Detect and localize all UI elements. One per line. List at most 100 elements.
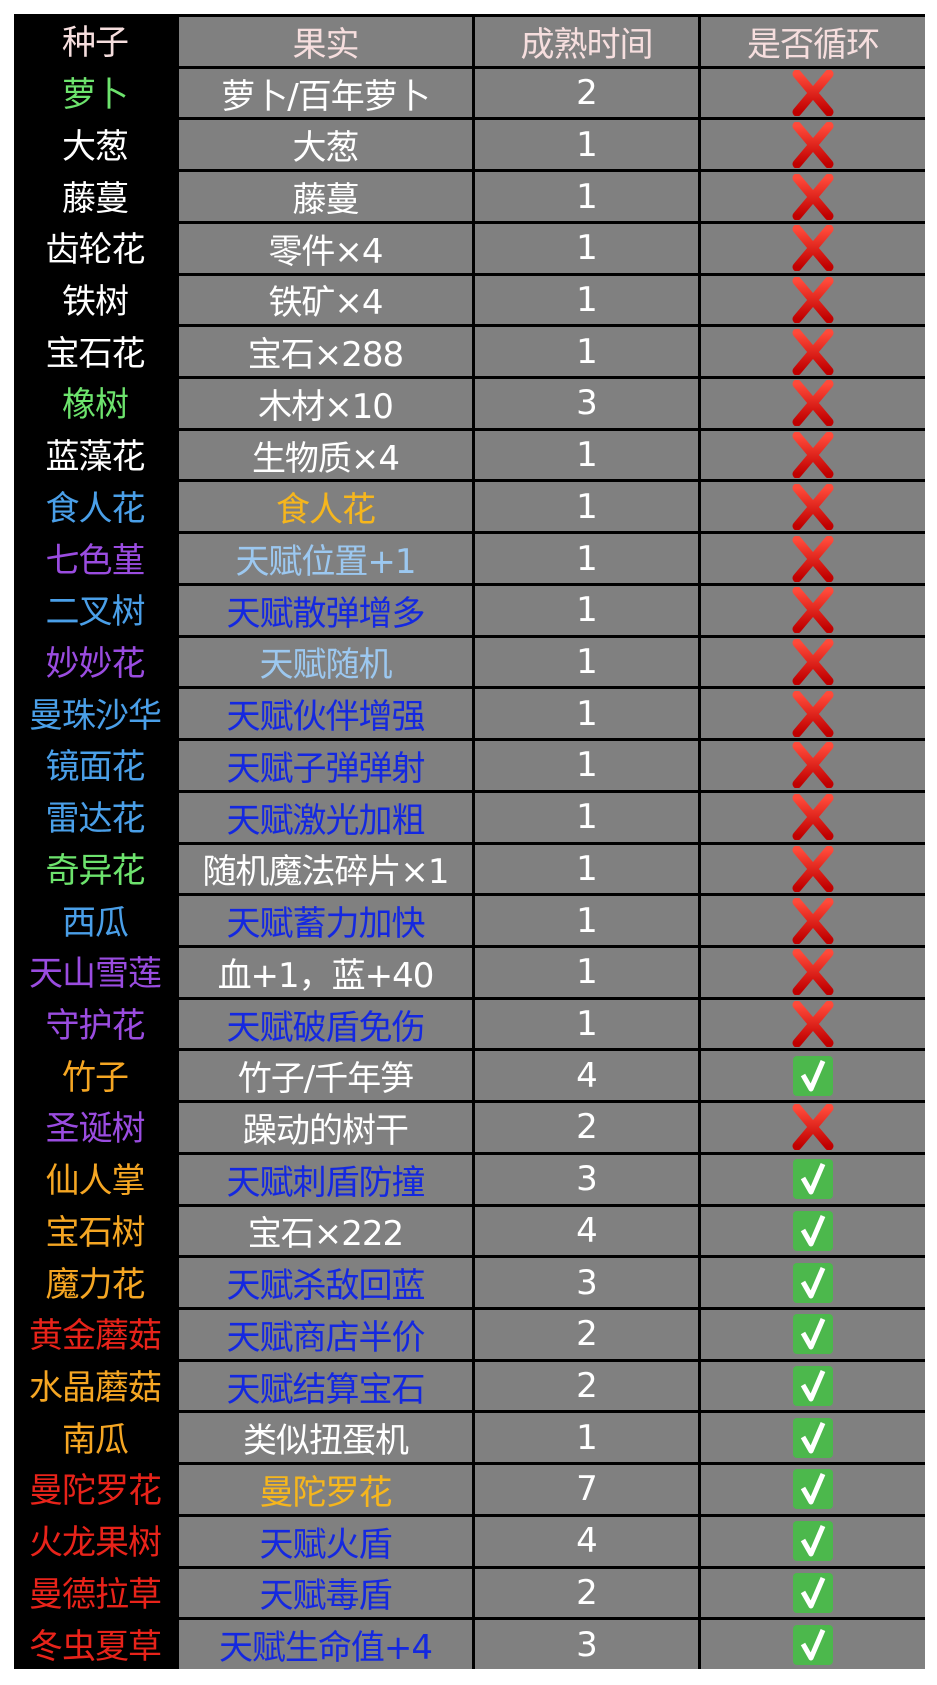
loop-status xyxy=(698,427,925,480)
fruit-name: 零件×4 xyxy=(176,220,472,273)
fruit-name: 天赋结算宝石 xyxy=(176,1358,472,1411)
maturity-time: 1 xyxy=(472,324,698,377)
maturity-time: 1 xyxy=(472,893,698,945)
seed-name: 火龙果树 xyxy=(14,1513,176,1566)
cross-mark-icon xyxy=(791,70,835,117)
fruit-name: 躁动的树干 xyxy=(176,1100,472,1152)
maturity-time: 1 xyxy=(472,1410,698,1463)
maturity-time: 2 xyxy=(472,1565,698,1618)
check-mark-icon xyxy=(792,1572,834,1614)
loop-status xyxy=(698,1617,925,1669)
fruit-name: 类似扭蛋机 xyxy=(176,1410,472,1463)
cross-mark-icon xyxy=(791,949,835,996)
cross-mark-icon xyxy=(791,432,835,479)
maturity-time: 2 xyxy=(472,1306,698,1359)
loop-status xyxy=(698,738,925,790)
seed-name: 铁树 xyxy=(14,272,176,325)
check-mark-icon xyxy=(792,1417,834,1459)
fruit-name: 天赋蓄力加快 xyxy=(176,893,472,945)
cross-mark-icon xyxy=(791,121,835,168)
cross-mark-icon xyxy=(791,845,835,892)
maturity-time: 4 xyxy=(472,1203,698,1256)
loop-status xyxy=(698,531,925,583)
loop-status xyxy=(698,1100,925,1152)
loop-status xyxy=(698,1410,925,1463)
loop-status xyxy=(698,1462,925,1514)
check-mark-icon xyxy=(792,1365,834,1407)
cross-mark-icon xyxy=(791,1001,835,1048)
loop-status xyxy=(698,841,925,894)
loop-status xyxy=(698,324,925,377)
maturity-time: 1 xyxy=(472,738,698,790)
loop-status xyxy=(698,1306,925,1359)
seed-name: 橡树 xyxy=(14,376,176,428)
fruit-name: 天赋商店半价 xyxy=(176,1306,472,1359)
seed-name: 食人花 xyxy=(14,479,176,532)
seed-name: 宝石花 xyxy=(14,324,176,377)
cross-mark-icon xyxy=(791,535,835,582)
seed-name: 守护花 xyxy=(14,996,176,1049)
maturity-time: 1 xyxy=(472,789,698,842)
check-mark-icon xyxy=(792,1468,834,1510)
cross-mark-icon xyxy=(791,380,835,427)
maturity-time: 2 xyxy=(472,1100,698,1152)
fruit-name: 食人花 xyxy=(176,479,472,532)
fruit-name: 竹子/千年笋 xyxy=(176,1048,472,1101)
maturity-time: 1 xyxy=(472,531,698,583)
maturity-time: 1 xyxy=(472,944,698,997)
maturity-time: 1 xyxy=(472,582,698,635)
check-mark-icon xyxy=(792,1158,834,1200)
loop-status xyxy=(698,893,925,945)
fruit-name: 天赋破盾免伤 xyxy=(176,996,472,1049)
seed-name: 二叉树 xyxy=(14,582,176,635)
seed-name: 黄金蘑菇 xyxy=(14,1306,176,1359)
fruit-name: 天赋火盾 xyxy=(176,1513,472,1566)
loop-status xyxy=(698,479,925,532)
maturity-time: 7 xyxy=(472,1462,698,1514)
seed-name: 藤蔓 xyxy=(14,169,176,221)
maturity-time: 4 xyxy=(472,1048,698,1101)
header-time: 成熟时间 xyxy=(472,14,698,66)
seed-name: 曼珠沙华 xyxy=(14,686,176,739)
loop-status xyxy=(698,220,925,273)
loop-status xyxy=(698,944,925,997)
seed-name: 齿轮花 xyxy=(14,220,176,273)
maturity-time: 1 xyxy=(472,117,698,170)
fruit-name: 天赋位置+1 xyxy=(176,531,472,583)
loop-status xyxy=(698,996,925,1049)
header-seed: 种子 xyxy=(14,14,176,66)
seed-name: 天山雪莲 xyxy=(14,944,176,997)
seed-name: 竹子 xyxy=(14,1048,176,1101)
fruit-name: 铁矿×4 xyxy=(176,272,472,325)
fruit-name: 木材×10 xyxy=(176,376,472,428)
loop-status xyxy=(698,1203,925,1256)
check-mark-icon xyxy=(792,1520,834,1562)
fruit-name: 大葱 xyxy=(176,117,472,170)
maturity-time: 1 xyxy=(472,634,698,687)
fruit-name: 萝卜/百年萝卜 xyxy=(176,65,472,118)
maturity-time: 1 xyxy=(472,841,698,894)
check-mark-icon xyxy=(792,1262,834,1304)
maturity-time: 1 xyxy=(472,427,698,480)
loop-status xyxy=(698,272,925,325)
maturity-time: 2 xyxy=(472,1358,698,1411)
loop-status xyxy=(698,376,925,428)
cross-mark-icon xyxy=(791,276,835,323)
seed-name: 妙妙花 xyxy=(14,634,176,687)
maturity-time: 1 xyxy=(472,220,698,273)
seed-name: 雷达花 xyxy=(14,789,176,842)
seed-name: 水晶蘑菇 xyxy=(14,1358,176,1411)
cross-mark-icon xyxy=(791,225,835,272)
fruit-name: 藤蔓 xyxy=(176,169,472,221)
check-mark-icon xyxy=(792,1055,834,1097)
cross-mark-icon xyxy=(791,742,835,789)
loop-status xyxy=(698,1151,925,1204)
maturity-time: 3 xyxy=(472,1151,698,1204)
maturity-time: 3 xyxy=(472,1255,698,1307)
seed-name: 宝石树 xyxy=(14,1203,176,1256)
check-mark-icon xyxy=(792,1624,834,1666)
seed-name: 圣诞树 xyxy=(14,1100,176,1152)
seed-name: 冬虫夏草 xyxy=(14,1617,176,1669)
fruit-name: 曼陀罗花 xyxy=(176,1462,472,1514)
fruit-name: 宝石×288 xyxy=(176,324,472,377)
